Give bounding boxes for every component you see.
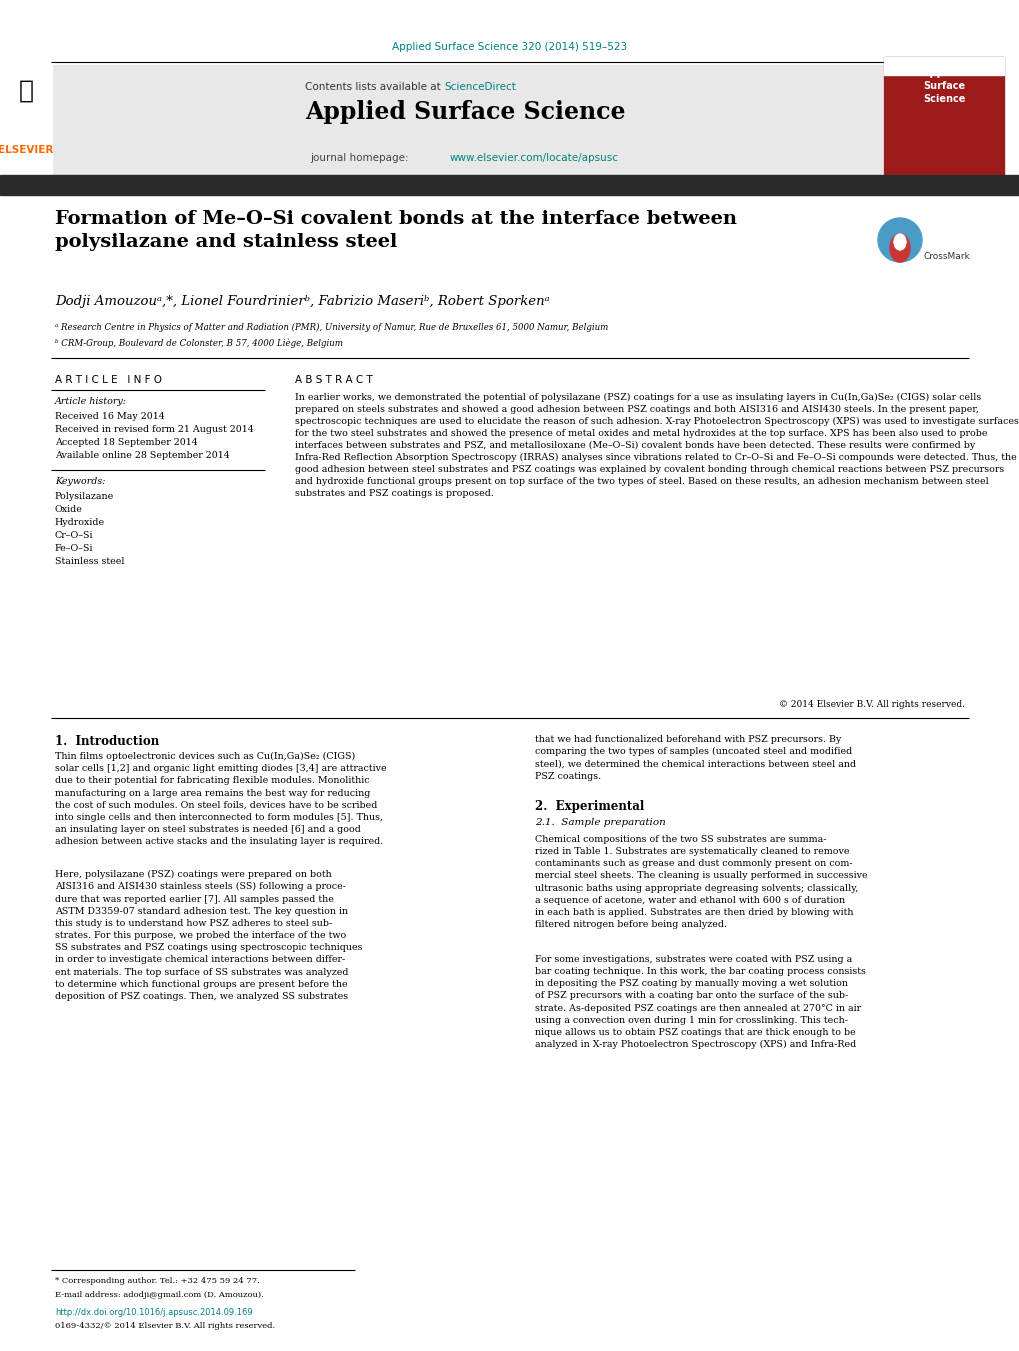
Ellipse shape xyxy=(890,234,909,262)
Text: ᵃ Research Centre in Physics of Matter and Radiation (PMR), University of Namur,: ᵃ Research Centre in Physics of Matter a… xyxy=(55,323,607,332)
Text: 0169-4332/© 2014 Elsevier B.V. All rights reserved.: 0169-4332/© 2014 Elsevier B.V. All right… xyxy=(55,1323,275,1329)
Text: Available online 28 September 2014: Available online 28 September 2014 xyxy=(55,451,229,459)
Text: Accepted 18 September 2014: Accepted 18 September 2014 xyxy=(55,438,198,447)
Text: 🌳: 🌳 xyxy=(18,80,34,103)
Text: Cr–O–Si: Cr–O–Si xyxy=(55,531,94,540)
Text: Formation of Me–O–Si covalent bonds at the interface between
polysilazane and st: Formation of Me–O–Si covalent bonds at t… xyxy=(55,209,737,251)
Text: Polysilazane: Polysilazane xyxy=(55,492,114,501)
Bar xyxy=(883,57,1003,177)
Text: CrossMark: CrossMark xyxy=(923,253,970,261)
Text: ᵇ CRM-Group, Boulevard de Colonster, B 57, 4000 Liège, Belgium: ᵇ CRM-Group, Boulevard de Colonster, B 5… xyxy=(55,338,342,347)
Ellipse shape xyxy=(893,234,905,250)
Text: For some investigations, substrates were coated with PSZ using a
bar coating tec: For some investigations, substrates were… xyxy=(535,955,865,1050)
Text: 2.  Experimental: 2. Experimental xyxy=(535,800,644,813)
Text: A B S T R A C T: A B S T R A C T xyxy=(294,376,372,385)
Text: Contents lists available at: Contents lists available at xyxy=(305,82,443,92)
Text: * Corresponding author. Tel.: +32 475 59 24 77.: * Corresponding author. Tel.: +32 475 59… xyxy=(55,1277,260,1285)
Text: Dodji Amouzouᵃ,*, Lionel Fourdrinierᵇ, Fabrizio Maseriᵇ, Robert Sporkenᵃ: Dodji Amouzouᵃ,*, Lionel Fourdrinierᵇ, F… xyxy=(55,295,549,308)
Bar xyxy=(0,176,1019,195)
Text: Applied Surface Science 320 (2014) 519–523: Applied Surface Science 320 (2014) 519–5… xyxy=(392,42,627,51)
Text: that we had functionalized beforehand with PSZ precursors. By
comparing the two : that we had functionalized beforehand wi… xyxy=(535,735,855,781)
Text: Stainless steel: Stainless steel xyxy=(55,557,124,566)
Text: Hydroxide: Hydroxide xyxy=(55,517,105,527)
Text: ELSEVIER: ELSEVIER xyxy=(0,145,54,155)
Text: Received 16 May 2014: Received 16 May 2014 xyxy=(55,412,165,422)
Bar xyxy=(0,65,52,176)
Bar xyxy=(883,57,1003,76)
Text: Thin films optoelectronic devices such as Cu(In,Ga)Se₂ (CIGS)
solar cells [1,2] : Thin films optoelectronic devices such a… xyxy=(55,753,386,846)
Text: Keywords:: Keywords: xyxy=(55,477,105,486)
Text: Article history:: Article history: xyxy=(55,397,127,407)
Text: Chemical compositions of the two SS substrates are summa-
rized in Table 1. Subs: Chemical compositions of the two SS subs… xyxy=(535,835,867,929)
Text: A R T I C L E   I N F O: A R T I C L E I N F O xyxy=(55,376,162,385)
Text: Here, polysilazane (PSZ) coatings were prepared on both
AISI316 and AISI430 stai: Here, polysilazane (PSZ) coatings were p… xyxy=(55,870,362,1001)
Text: journal homepage:: journal homepage: xyxy=(310,153,412,163)
Text: Applied Surface Science: Applied Surface Science xyxy=(305,100,625,124)
Text: 2.1.  Sample preparation: 2.1. Sample preparation xyxy=(535,817,665,827)
Text: Oxide: Oxide xyxy=(55,505,83,513)
Text: In earlier works, we demonstrated the potential of polysilazane (PSZ) coatings f: In earlier works, we demonstrated the po… xyxy=(294,393,1018,499)
Text: http://dx.doi.org/10.1016/j.apsusc.2014.09.169: http://dx.doi.org/10.1016/j.apsusc.2014.… xyxy=(55,1308,253,1317)
Text: Fe–O–Si: Fe–O–Si xyxy=(55,544,94,553)
Text: Applied
Surface
Science: Applied Surface Science xyxy=(922,68,964,104)
Text: www.elsevier.com/locate/apsusc: www.elsevier.com/locate/apsusc xyxy=(449,153,619,163)
Text: 1.  Introduction: 1. Introduction xyxy=(55,735,159,748)
Text: Received in revised form 21 August 2014: Received in revised form 21 August 2014 xyxy=(55,426,254,434)
Circle shape xyxy=(877,218,921,262)
Text: ScienceDirect: ScienceDirect xyxy=(443,82,516,92)
Text: © 2014 Elsevier B.V. All rights reserved.: © 2014 Elsevier B.V. All rights reserved… xyxy=(779,700,964,709)
Text: E-mail address: adodji@gmail.com (D. Amouzou).: E-mail address: adodji@gmail.com (D. Amo… xyxy=(55,1292,264,1300)
Bar xyxy=(52,65,881,176)
